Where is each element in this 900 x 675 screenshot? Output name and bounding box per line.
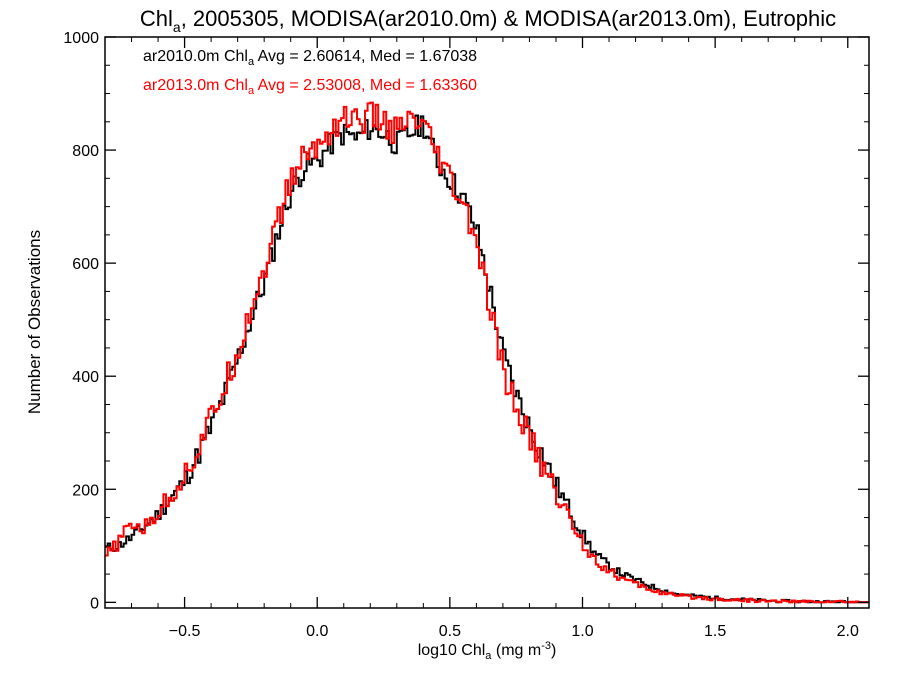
x-tick-label: 2.0 [837, 623, 859, 640]
y-tick-label: 800 [72, 143, 99, 160]
plot-series-group [105, 101, 869, 604]
y-tick-label: 200 [72, 482, 99, 499]
chart-title-prefix: Chl [140, 6, 173, 31]
x-axis-label-prefix: log10 Chl [418, 642, 486, 659]
y-axis-label: Number of Observations [25, 230, 44, 414]
legend-entry-ar2010-prefix: ar2010.0m Chl [143, 48, 248, 65]
legend-entry-ar2010-subscript: a [248, 56, 255, 68]
chart-title-subscript: a [173, 19, 181, 35]
x-axis-label: log10 Chla (mg m-3) [418, 640, 557, 662]
chart-title: Chla, 2005305, MODISA(ar2010.0m) & MODIS… [140, 6, 836, 35]
x-axis-label-superscript: -3 [541, 640, 551, 652]
series-ar2013-histogram [105, 101, 869, 604]
legend-entry-ar2013: ar2013.0m Chla Avg = 2.53008, Med = 1.63… [143, 77, 477, 97]
legend-entry-ar2013-suffix: Avg = 2.53008, Med = 1.63360 [254, 77, 477, 94]
y-tick-label: 400 [72, 369, 99, 386]
x-tick-label: 0.5 [439, 623, 461, 640]
legend-entry-ar2013-prefix: ar2013.0m Chl [143, 77, 248, 94]
x-axis-label-suffix: ) [551, 642, 556, 659]
legend-entry-ar2013-subscript: a [248, 85, 255, 97]
plot-frame [104, 36, 870, 609]
x-tick-label: 1.5 [704, 623, 726, 640]
x-tick-label: −0.5 [169, 623, 201, 640]
chart-title-suffix: , 2005305, MODISA(ar2010.0m) & MODISA(ar… [181, 6, 836, 31]
x-axis-label-subscript: a [485, 650, 492, 662]
legend-entry-ar2010-suffix: Avg = 2.60614, Med = 1.67038 [254, 48, 477, 65]
axis-ticks-group: −0.5 0.0 0.5 1.0 1.5 2.0 0 200 400 600 800 1000 [63, 30, 869, 640]
x-tick-label: 0.0 [306, 623, 328, 640]
legend-entry-ar2010: ar2010.0m Chla Avg = 2.60614, Med = 1.67… [143, 48, 477, 68]
y-tick-label: 600 [72, 256, 99, 273]
y-tick-label: 0 [90, 595, 99, 612]
x-tick-label: 1.0 [571, 623, 593, 640]
y-tick-label: 1000 [63, 30, 99, 47]
x-axis-label-middle: (mg m [491, 642, 541, 659]
